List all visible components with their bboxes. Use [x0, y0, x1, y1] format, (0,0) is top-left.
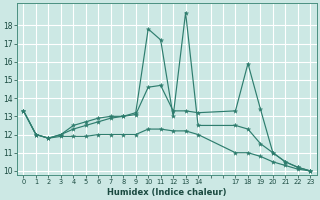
X-axis label: Humidex (Indice chaleur): Humidex (Indice chaleur)	[107, 188, 227, 197]
